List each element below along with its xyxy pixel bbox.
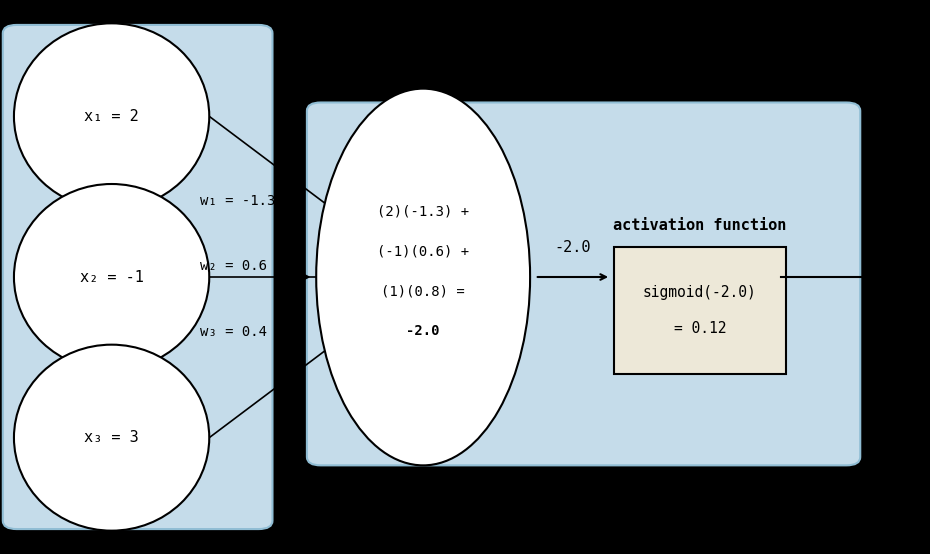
Text: activation function: activation function — [613, 218, 787, 233]
Text: x₃ = 3: x₃ = 3 — [85, 430, 139, 445]
Text: w₂ = 0.6: w₂ = 0.6 — [200, 259, 267, 273]
Ellipse shape — [14, 23, 209, 209]
FancyBboxPatch shape — [307, 102, 860, 465]
Text: x₁ = 2: x₁ = 2 — [85, 109, 139, 124]
Ellipse shape — [316, 89, 530, 465]
Text: x₂ = -1: x₂ = -1 — [80, 269, 143, 285]
Text: sigmoid(-2.0): sigmoid(-2.0) — [643, 285, 757, 300]
Text: w₃ = 0.4: w₃ = 0.4 — [200, 325, 267, 340]
Text: -2.0: -2.0 — [554, 240, 591, 255]
Text: 0.12: 0.12 — [874, 268, 914, 286]
FancyBboxPatch shape — [614, 247, 786, 374]
Text: w₁ = -1.3: w₁ = -1.3 — [200, 193, 275, 208]
Ellipse shape — [14, 184, 209, 370]
Text: -2.0: -2.0 — [406, 324, 440, 338]
Text: (-1)(0.6) +: (-1)(0.6) + — [377, 244, 470, 259]
Text: (1)(0.8) =: (1)(0.8) = — [381, 284, 465, 299]
FancyBboxPatch shape — [3, 25, 272, 529]
Text: (2)(-1.3) +: (2)(-1.3) + — [377, 204, 470, 219]
Text: = 0.12: = 0.12 — [673, 321, 726, 336]
Ellipse shape — [14, 345, 209, 531]
